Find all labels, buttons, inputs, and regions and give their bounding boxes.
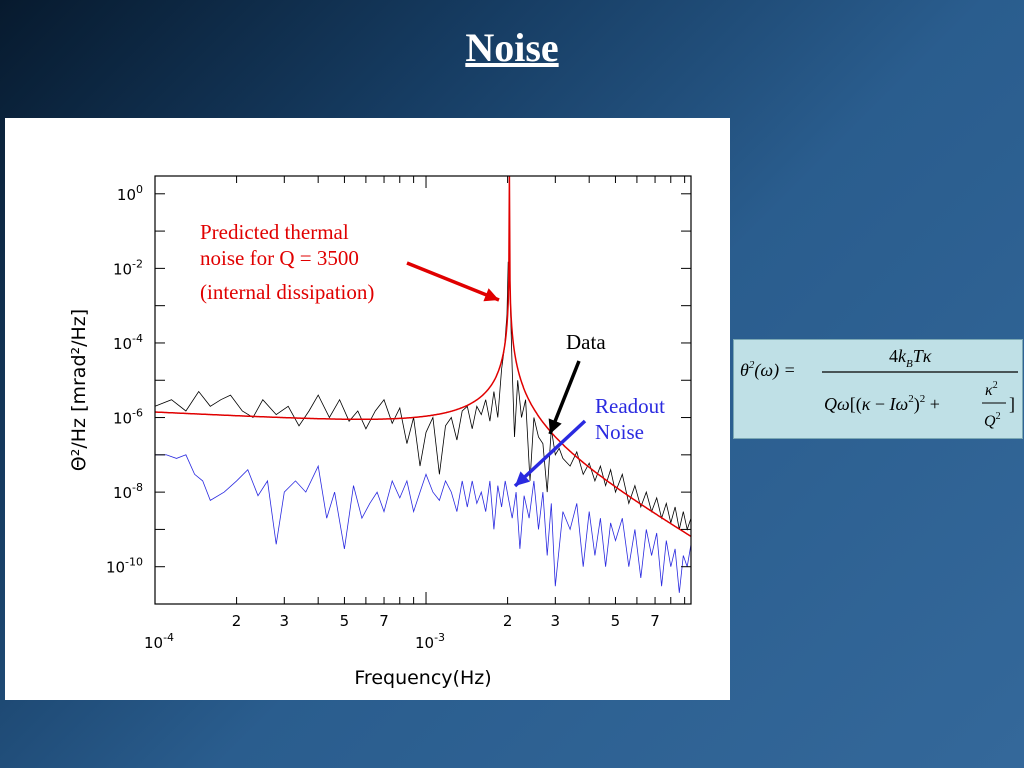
y-tick-label: 10-10 <box>106 556 143 577</box>
formula-lhs: θ2(ω) = <box>740 359 796 381</box>
readout-arrow-head <box>515 471 531 486</box>
x-minor-tick-label: 2 <box>503 612 513 630</box>
y-tick-label: 100 <box>117 183 143 204</box>
y-tick-label: 10-2 <box>113 257 143 278</box>
y-tick-label: 10-6 <box>113 407 143 428</box>
chart-panel: 100 10-2 10-4 10-6 10-8 10-10 10-4 10-3 2 3 5 7 2 3 5 7… <box>5 118 730 700</box>
y-tick-label: 10-8 <box>113 481 143 502</box>
readout-annotation: Readout Noise <box>595 393 665 445</box>
readout-annotation-line1: Readout <box>595 394 665 418</box>
thermal-noise-formula: θ2(ω) = 4kBTκ Qω[(κ − Iω2)2 + κ2 Q2 ] <box>733 339 1023 439</box>
thermal-annotation: Predicted thermal noise for Q = 3500 (in… <box>200 219 374 305</box>
x-minor-tick-label: 7 <box>650 612 660 630</box>
thermal-annotation-line2: noise for Q = 3500 <box>200 246 359 270</box>
data-arrow-head <box>548 418 562 434</box>
thermal-annotation-line3: (internal dissipation) <box>200 280 375 304</box>
x-minor-tick-label: 5 <box>340 612 350 630</box>
x-minor-tick-label: 3 <box>280 612 290 630</box>
readout-arrow <box>513 419 587 488</box>
data-annotation: Data <box>566 330 606 354</box>
x-minor-tick-label: 5 <box>611 612 621 630</box>
y-tick-label: 10-4 <box>113 332 143 353</box>
readout-annotation-line2: Noise <box>595 420 644 444</box>
formula-numerator: 4kBTκ <box>889 346 932 370</box>
formula-denominator: Qω[(κ − Iω2)2 + <box>824 393 940 415</box>
formula-svg: θ2(ω) = 4kBTκ Qω[(κ − Iω2)2 + κ2 Q2 ] <box>740 346 1018 430</box>
plot-frame <box>154 175 692 605</box>
slide-title: Noise <box>465 25 559 70</box>
thermal-arrow <box>406 261 500 302</box>
x-axis-label: Frequency(Hz) <box>354 667 491 689</box>
x-minor-tick-label: 7 <box>379 612 389 630</box>
formula-close-bracket: ] <box>1009 394 1015 414</box>
formula-kappa-sq: κ2 <box>985 380 998 399</box>
x-minor-tick-label: 2 <box>232 612 242 630</box>
y-axis-label: Θ²/Hz [mrad²/Hz] <box>68 309 90 471</box>
readout-noise-series-line <box>155 454 692 593</box>
x-major-tick-label: 10-3 <box>415 631 445 652</box>
thermal-arrow-head <box>483 288 499 302</box>
x-minor-tick-label: 3 <box>551 612 561 630</box>
noise-spectrum-chart: 100 10-2 10-4 10-6 10-8 10-10 10-4 10-3 2 3 5 7 2 3 5 7… <box>68 175 692 689</box>
thermal-model-curve <box>155 175 692 538</box>
formula-q-sq: Q2 <box>984 411 1001 430</box>
x-major-tick-label: 10-4 <box>144 631 174 652</box>
thermal-annotation-line1: Predicted thermal <box>200 220 349 244</box>
